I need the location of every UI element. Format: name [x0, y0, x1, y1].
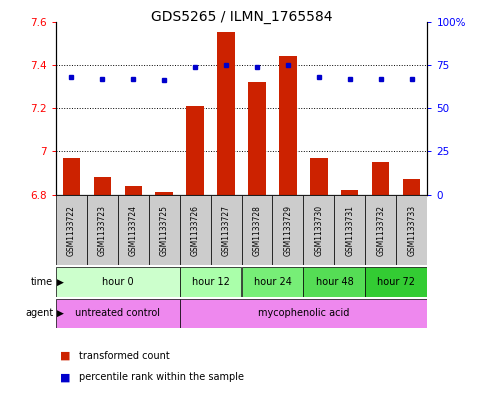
Text: GSM1133733: GSM1133733: [408, 205, 416, 256]
Text: GSM1133728: GSM1133728: [253, 205, 261, 256]
Text: hour 24: hour 24: [254, 277, 291, 287]
Text: hour 48: hour 48: [315, 277, 354, 287]
Bar: [180, 195, 211, 265]
Text: GSM1133729: GSM1133729: [284, 205, 293, 256]
Text: GDS5265 / ILMN_1765584: GDS5265 / ILMN_1765584: [151, 10, 332, 24]
Bar: [272, 195, 303, 265]
Bar: [311, 158, 327, 195]
Bar: [186, 106, 203, 195]
Bar: [366, 195, 397, 265]
Bar: [334, 195, 366, 265]
Text: hour 0: hour 0: [102, 277, 133, 287]
Text: ▶: ▶: [57, 277, 63, 286]
Text: transformed count: transformed count: [79, 351, 170, 361]
Bar: [217, 33, 235, 195]
Text: GSM1133727: GSM1133727: [222, 205, 230, 256]
Bar: [303, 267, 366, 297]
Bar: [242, 195, 272, 265]
Bar: [341, 190, 358, 195]
Bar: [149, 195, 180, 265]
Bar: [62, 158, 80, 195]
Text: ■: ■: [60, 372, 71, 382]
Bar: [303, 195, 334, 265]
Text: hour 72: hour 72: [377, 277, 415, 287]
Bar: [56, 267, 180, 297]
Text: GSM1133732: GSM1133732: [376, 205, 385, 256]
Bar: [180, 267, 242, 297]
Bar: [56, 299, 180, 328]
Text: ■: ■: [60, 351, 71, 361]
Text: percentile rank within the sample: percentile rank within the sample: [79, 372, 244, 382]
Bar: [117, 195, 149, 265]
Text: GSM1133726: GSM1133726: [190, 205, 199, 256]
Bar: [280, 56, 297, 195]
Bar: [180, 299, 427, 328]
Text: GSM1133723: GSM1133723: [98, 205, 107, 256]
Bar: [397, 195, 427, 265]
Bar: [211, 195, 242, 265]
Text: ▶: ▶: [57, 309, 63, 318]
Bar: [248, 82, 266, 195]
Bar: [366, 267, 427, 297]
Bar: [403, 179, 421, 195]
Text: GSM1133731: GSM1133731: [345, 205, 355, 256]
Bar: [125, 186, 142, 195]
Text: GSM1133730: GSM1133730: [314, 205, 324, 256]
Text: time: time: [31, 277, 53, 287]
Text: mycophenolic acid: mycophenolic acid: [258, 309, 349, 318]
Bar: [372, 162, 389, 195]
Text: GSM1133725: GSM1133725: [159, 205, 169, 256]
Bar: [94, 177, 111, 195]
Text: untreated control: untreated control: [75, 309, 160, 318]
Bar: [156, 193, 172, 195]
Bar: [56, 195, 86, 265]
Bar: [86, 195, 117, 265]
Text: agent: agent: [25, 309, 53, 318]
Bar: [242, 267, 303, 297]
Text: GSM1133722: GSM1133722: [67, 205, 75, 256]
Text: GSM1133724: GSM1133724: [128, 205, 138, 256]
Text: hour 12: hour 12: [192, 277, 229, 287]
